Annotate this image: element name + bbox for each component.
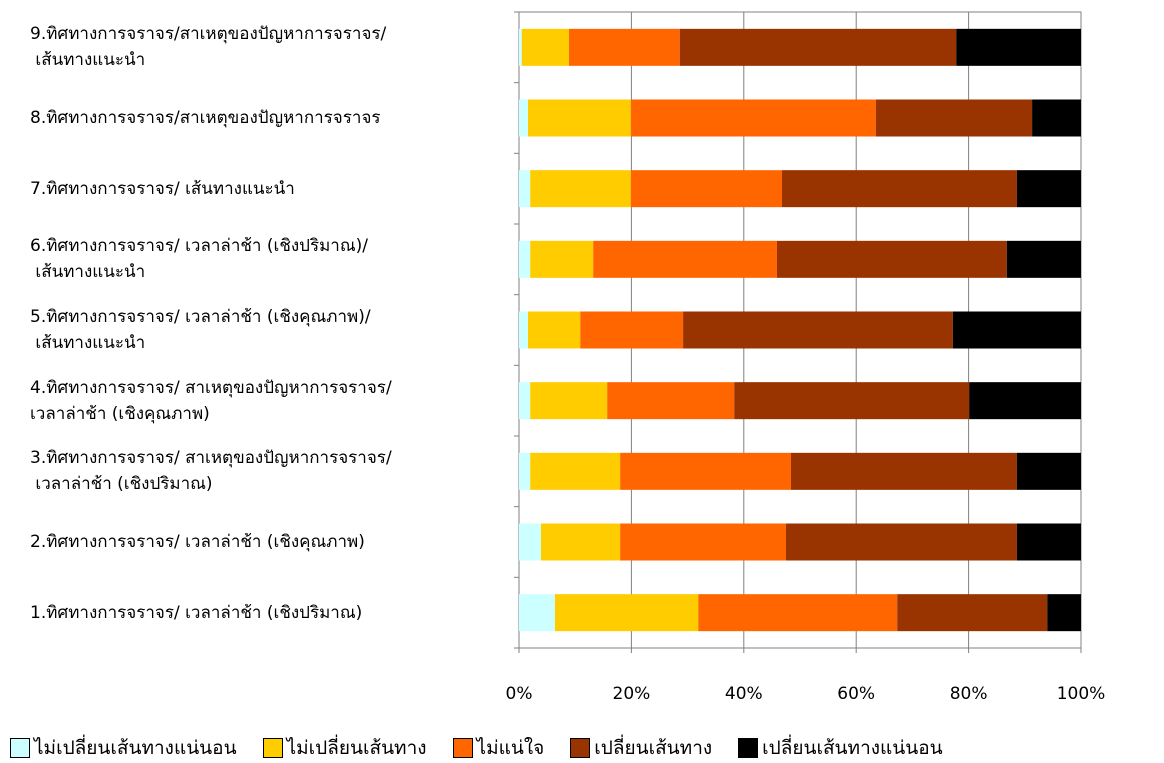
bar-segment (530, 452, 621, 490)
legend-swatch (10, 738, 30, 758)
bar-segment (519, 452, 531, 490)
bar-segment (527, 311, 581, 349)
category-label: 2.ทิศทางการจราจร/ เวลาล่าช้า (เชิงคุณภาพ… (30, 532, 365, 552)
legend-label: เปลี่ยนเส้นทางแน่นอน (762, 737, 943, 759)
x-tick-label: 60% (837, 684, 875, 704)
legend-swatch (738, 738, 759, 758)
category-label: 1.ทิศทางการจราจร/ เวลาล่าช้า (เชิงปริมาณ… (30, 602, 363, 623)
bar-segment (776, 240, 1007, 278)
category-label: 4.ทิศทางการจราจร/ สาเหตุของปัญหาการจราจร… (30, 377, 392, 424)
legend-swatch (570, 738, 591, 758)
legend-label: เปลี่ยนเส้นทาง (594, 737, 713, 759)
bar-segment (530, 170, 631, 208)
bar-segment (679, 28, 957, 66)
bar-segment (1016, 170, 1081, 208)
bar-segment (785, 523, 1017, 561)
bar-segment (519, 170, 531, 208)
bar-segment (519, 523, 541, 561)
x-tick-label: 20% (613, 684, 651, 704)
bar-segment (1047, 594, 1081, 632)
bar-segment (527, 99, 631, 137)
bar-segment (698, 594, 898, 632)
bar-segment (580, 311, 684, 349)
bar-segment (875, 99, 1033, 137)
bar-segment (519, 28, 522, 66)
bar-segment (1016, 523, 1081, 561)
legend-item: ไม่แน่ใจ (452, 733, 545, 763)
x-tick-label: 80% (950, 684, 988, 704)
legend-item: เปลี่ยนเส้นทางแน่นอน (738, 733, 943, 763)
bar-segment (630, 170, 783, 208)
bar-segment (519, 99, 528, 137)
bar-segment (521, 28, 570, 66)
legend: ไม่เปลี่ยนเส้นทางแน่นอน ไม่เปลี่ยนเส้นทาง… (10, 733, 969, 763)
bar-segment (1016, 452, 1081, 490)
bar-segment (620, 523, 786, 561)
legend-item: ไม่เปลี่ยนเส้นทาง (262, 733, 427, 763)
bar-segment (519, 382, 531, 420)
bar-segment (791, 452, 1017, 490)
bar-segment (569, 28, 680, 66)
category-label: 6.ทิศทางการจราจร/ เวลาล่าช้า (เชิงปริมาณ… (30, 236, 368, 283)
legend-item: เปลี่ยนเส้นทาง (570, 733, 712, 763)
bar-segment (782, 170, 1017, 208)
bar-segment (593, 240, 777, 278)
bar-segment (540, 523, 621, 561)
legend-swatch (452, 738, 473, 758)
bar-segment (734, 382, 970, 420)
bar-segment (952, 311, 1081, 349)
legend-label: ไม่แน่ใจ (476, 737, 545, 759)
bar-segment (530, 382, 608, 420)
x-tick-label: 40% (725, 684, 763, 704)
bar-segment (956, 28, 1081, 66)
bar-segment (1032, 99, 1081, 137)
category-label: 7.ทิศทางการจราจร/ เส้นทางแนะนำ (30, 178, 295, 199)
bar-segment (607, 382, 735, 420)
bar-segment (530, 240, 594, 278)
bar-segment (519, 311, 528, 349)
legend-swatch (262, 738, 283, 758)
bar-segment (630, 99, 876, 137)
category-label: 5.ทิศทางการจราจร/ เวลาล่าช้า (เชิงคุณภาพ… (30, 307, 371, 353)
x-tick-label: 100% (1057, 684, 1106, 704)
x-tick-label: 0% (506, 684, 533, 704)
bar-segment (620, 452, 792, 490)
category-label: 3.ทิศทางการจราจร/ สาเหตุของปัญหาการจราจร… (30, 448, 392, 495)
bar-segment (969, 382, 1081, 420)
legend-label: ไม่เปลี่ยนเส้นทาง (286, 737, 427, 759)
bar-segment (554, 594, 699, 632)
legend-item: ไม่เปลี่ยนเส้นทางแน่นอน (10, 733, 237, 763)
bar-segment (519, 240, 531, 278)
category-label: 9.ทิศทางการจราจร/สาเหตุของปัญหาการจราจร/… (30, 24, 387, 71)
bar-segment (519, 594, 555, 632)
bar-segment (897, 594, 1048, 632)
category-label: 8.ทิศทางการจราจร/สาเหตุของปัญหาการจราจร (30, 108, 381, 128)
bar-segment (683, 311, 953, 349)
bar-segment (1006, 240, 1081, 278)
legend-label: ไม่เปลี่ยนเส้นทางแน่นอน (34, 737, 237, 759)
